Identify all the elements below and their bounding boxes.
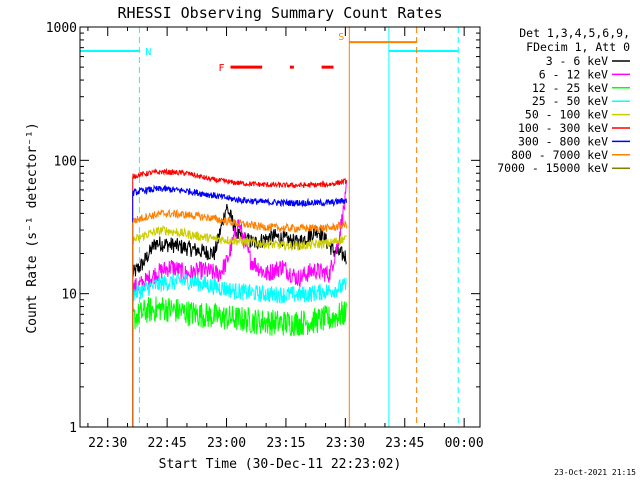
legend-header-line: FDecim 1, Att 0 (526, 40, 630, 54)
x-tick-label: 22:45 (148, 436, 187, 451)
legend-entry-label: 6 - 12 keV (539, 67, 608, 81)
chart-title: RHESSI Observing Summary Count Rates (117, 4, 442, 22)
x-tick-label: 23:00 (207, 436, 246, 451)
series-line-12-25keV (132, 296, 347, 427)
legend-entry-label: 25 - 50 keV (532, 94, 608, 108)
x-axis-label: Start Time (30-Dec-11 22:23:02) (159, 457, 402, 472)
legend-entry-label: 7000 - 15000 keV (497, 161, 608, 175)
y-tick-label: 1000 (46, 21, 77, 36)
footer-timestamp: 23-Oct-2021 21:15 (554, 468, 636, 477)
y-axis-label: Count Rate (s⁻¹ detector⁻¹) (25, 122, 40, 333)
legend-entry-label: 50 - 100 keV (525, 108, 608, 122)
legend: Det 1,3,4,5,6,9,FDecim 1, Att 03 - 6 keV… (497, 26, 630, 175)
series-line-100-300keV (132, 167, 347, 427)
y-tick-label: 100 (54, 154, 77, 169)
legend-entry-label: 3 - 6 keV (546, 54, 608, 68)
legend-entry-label: 800 - 7000 keV (511, 148, 608, 162)
flag-label: S (338, 32, 344, 43)
y-tick-label: 10 (61, 288, 77, 303)
legend-header-line: Det 1,3,4,5,6,9, (519, 26, 630, 40)
x-tick-label: 23:15 (266, 436, 305, 451)
series-line-3-6keV (132, 203, 347, 427)
legend-entry-label: 300 - 800 keV (518, 134, 608, 148)
x-tick-label: 00:00 (445, 436, 484, 451)
tick-marks: 1 10 100 1000 22:30 22:45 23:00 23:15 23:30 23:45… (46, 21, 484, 451)
series-line-6-12keV (132, 181, 347, 427)
plot-frame (79, 26, 481, 428)
legend-entry-label: 100 - 300 keV (518, 121, 608, 135)
series-line-25-50keV (132, 272, 347, 427)
x-tick-label: 22:30 (88, 436, 127, 451)
series-lines (132, 167, 347, 427)
flag-label: N (145, 47, 151, 58)
x-tick-label: 23:45 (385, 436, 424, 451)
y-tick-label: 1 (69, 421, 77, 436)
series-line-800-7000keV (132, 208, 347, 427)
legend-entry-label: 12 - 25 keV (532, 81, 608, 95)
flag-label: F (218, 63, 224, 74)
x-tick-label: 23:30 (326, 436, 365, 451)
plot-axes (79, 26, 481, 428)
series-line-300-800keV (132, 184, 347, 427)
series-line-50-100keV (132, 225, 347, 427)
